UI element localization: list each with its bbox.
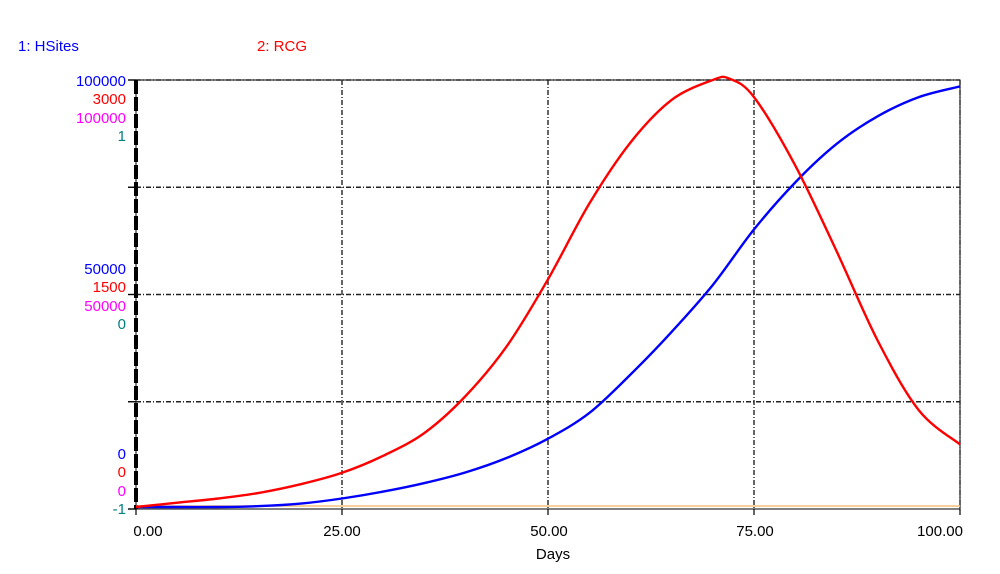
series-line-2 [135, 75, 961, 509]
x-tick-0: 0.00 [133, 523, 163, 540]
legend-hsites: 1: HSites [18, 38, 79, 55]
x-tick-100: 100.00 [917, 523, 963, 540]
y-max-rcg: 3000 [92, 91, 126, 108]
y-min-fourth: -1 [112, 501, 126, 518]
x-tick-75: 75.00 [736, 523, 774, 540]
series-line-1 [135, 85, 961, 509]
legend-rcg: 2: RCG [257, 38, 308, 55]
y-min-rcg: 0 [117, 464, 126, 481]
x-tick-50: 50.00 [530, 523, 568, 540]
x-axis-title: Days [535, 546, 571, 563]
y-mid-fourth: 0 [117, 316, 126, 333]
y-mid-rcg: 1500 [92, 279, 126, 296]
x-tick-25: 25.00 [323, 523, 361, 540]
y-min-hsites: 0 [117, 446, 126, 463]
y-max-third: 100000 [75, 110, 126, 127]
y-mid-hsites: 50000 [84, 261, 126, 278]
y-max-fourth: 1 [117, 128, 126, 145]
y-min-third: 0 [117, 483, 126, 500]
y-mid-third: 50000 [84, 298, 126, 315]
y-max-hsites: 100000 [75, 73, 126, 90]
